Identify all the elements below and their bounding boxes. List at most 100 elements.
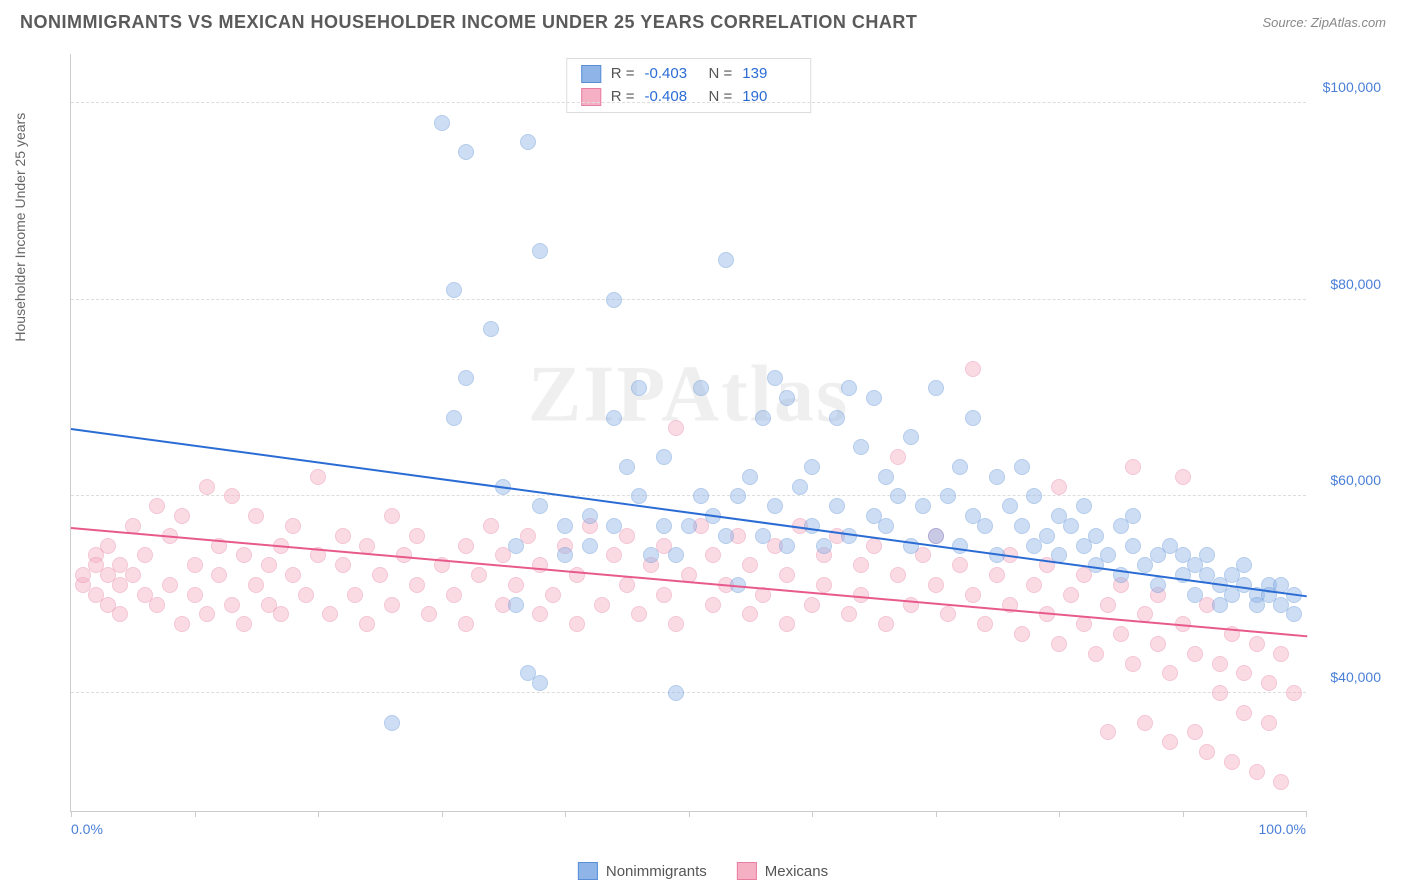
stats-row: R = -0.408 N = 190: [581, 86, 797, 109]
scatter-point: [804, 518, 820, 534]
scatter-point: [965, 410, 981, 426]
scatter-point: [668, 547, 684, 563]
scatter-point: [1014, 626, 1030, 642]
scatter-point: [1187, 587, 1203, 603]
scatter-point: [631, 380, 647, 396]
scatter-point: [705, 597, 721, 613]
stat-r-label: R =: [611, 86, 635, 109]
scatter-point: [1088, 528, 1104, 544]
scatter-point: [508, 538, 524, 554]
stat-r-label: R =: [611, 63, 635, 86]
scatter-point: [458, 370, 474, 386]
scatter-point: [755, 410, 771, 426]
stat-n-label: N =: [709, 86, 733, 109]
scatter-point: [1236, 665, 1252, 681]
scatter-point: [903, 429, 919, 445]
gridline: [71, 495, 1306, 496]
scatter-point: [718, 252, 734, 268]
scatter-point: [532, 498, 548, 514]
scatter-point: [335, 528, 351, 544]
scatter-point: [619, 577, 635, 593]
watermark: ZIPAtlas: [528, 349, 849, 440]
scatter-point: [631, 606, 647, 622]
scatter-point: [199, 479, 215, 495]
scatter-point: [952, 459, 968, 475]
scatter-point: [1137, 715, 1153, 731]
scatter-point: [656, 449, 672, 465]
chart-container: Householder Income Under 25 years ZIPAtl…: [50, 54, 1386, 842]
scatter-point: [248, 508, 264, 524]
source-attribution: Source: ZipAtlas.com: [1262, 15, 1386, 30]
scatter-point: [1076, 616, 1092, 632]
gridline: [71, 692, 1306, 693]
scatter-point: [1261, 675, 1277, 691]
legend-label: Nonimmigrants: [606, 863, 707, 880]
legend-item: Mexicans: [737, 862, 828, 880]
scatter-point: [1249, 636, 1265, 652]
y-axis-label: Householder Income Under 25 years: [12, 113, 28, 342]
scatter-point: [532, 557, 548, 573]
stat-n-value: 190: [742, 86, 796, 109]
scatter-point: [1039, 528, 1055, 544]
scatter-point: [730, 488, 746, 504]
scatter-point: [483, 321, 499, 337]
y-tick-label: $80,000: [1330, 276, 1381, 292]
scatter-point: [989, 567, 1005, 583]
scatter-point: [1187, 724, 1203, 740]
scatter-point: [767, 498, 783, 514]
x-tick: [565, 811, 566, 817]
gridline: [71, 102, 1306, 103]
scatter-point: [532, 606, 548, 622]
scatter-point: [1113, 626, 1129, 642]
plot-area: ZIPAtlas R =-0.403N =139R =-0.408N =190 …: [70, 54, 1306, 812]
scatter-point: [1063, 518, 1079, 534]
scatter-point: [804, 597, 820, 613]
scatter-point: [1100, 597, 1116, 613]
scatter-point: [421, 606, 437, 622]
scatter-point: [1076, 498, 1092, 514]
legend: Nonimmigrants Mexicans: [578, 862, 828, 880]
scatter-point: [149, 597, 165, 613]
scatter-point: [149, 498, 165, 514]
chart-header: NONIMMIGRANTS VS MEXICAN HOUSEHOLDER INC…: [0, 0, 1406, 41]
scatter-point: [384, 597, 400, 613]
scatter-point: [112, 606, 128, 622]
scatter-point: [594, 597, 610, 613]
scatter-point: [1187, 646, 1203, 662]
scatter-point: [977, 616, 993, 632]
scatter-point: [224, 488, 240, 504]
scatter-point: [298, 587, 314, 603]
scatter-point: [224, 597, 240, 613]
scatter-point: [928, 528, 944, 544]
scatter-point: [829, 498, 845, 514]
scatter-point: [137, 547, 153, 563]
x-tick: [442, 811, 443, 817]
scatter-point: [952, 557, 968, 573]
scatter-point: [458, 144, 474, 160]
scatter-point: [557, 547, 573, 563]
stat-r-value: -0.408: [645, 86, 699, 109]
scatter-point: [236, 547, 252, 563]
scatter-point: [1026, 488, 1042, 504]
scatter-point: [384, 715, 400, 731]
scatter-point: [940, 606, 956, 622]
scatter-point: [359, 616, 375, 632]
scatter-point: [1051, 636, 1067, 652]
scatter-point: [100, 538, 116, 554]
scatter-point: [816, 577, 832, 593]
scatter-point: [471, 567, 487, 583]
scatter-point: [718, 528, 734, 544]
scatter-point: [606, 518, 622, 534]
scatter-point: [619, 459, 635, 475]
scatter-point: [1088, 646, 1104, 662]
scatter-point: [1026, 577, 1042, 593]
scatter-point: [1125, 656, 1141, 672]
x-tick: [1059, 811, 1060, 817]
scatter-point: [1212, 685, 1228, 701]
scatter-point: [742, 606, 758, 622]
scatter-point: [1199, 547, 1215, 563]
scatter-point: [1212, 656, 1228, 672]
scatter-point: [273, 606, 289, 622]
scatter-point: [767, 370, 783, 386]
gridline: [71, 299, 1306, 300]
